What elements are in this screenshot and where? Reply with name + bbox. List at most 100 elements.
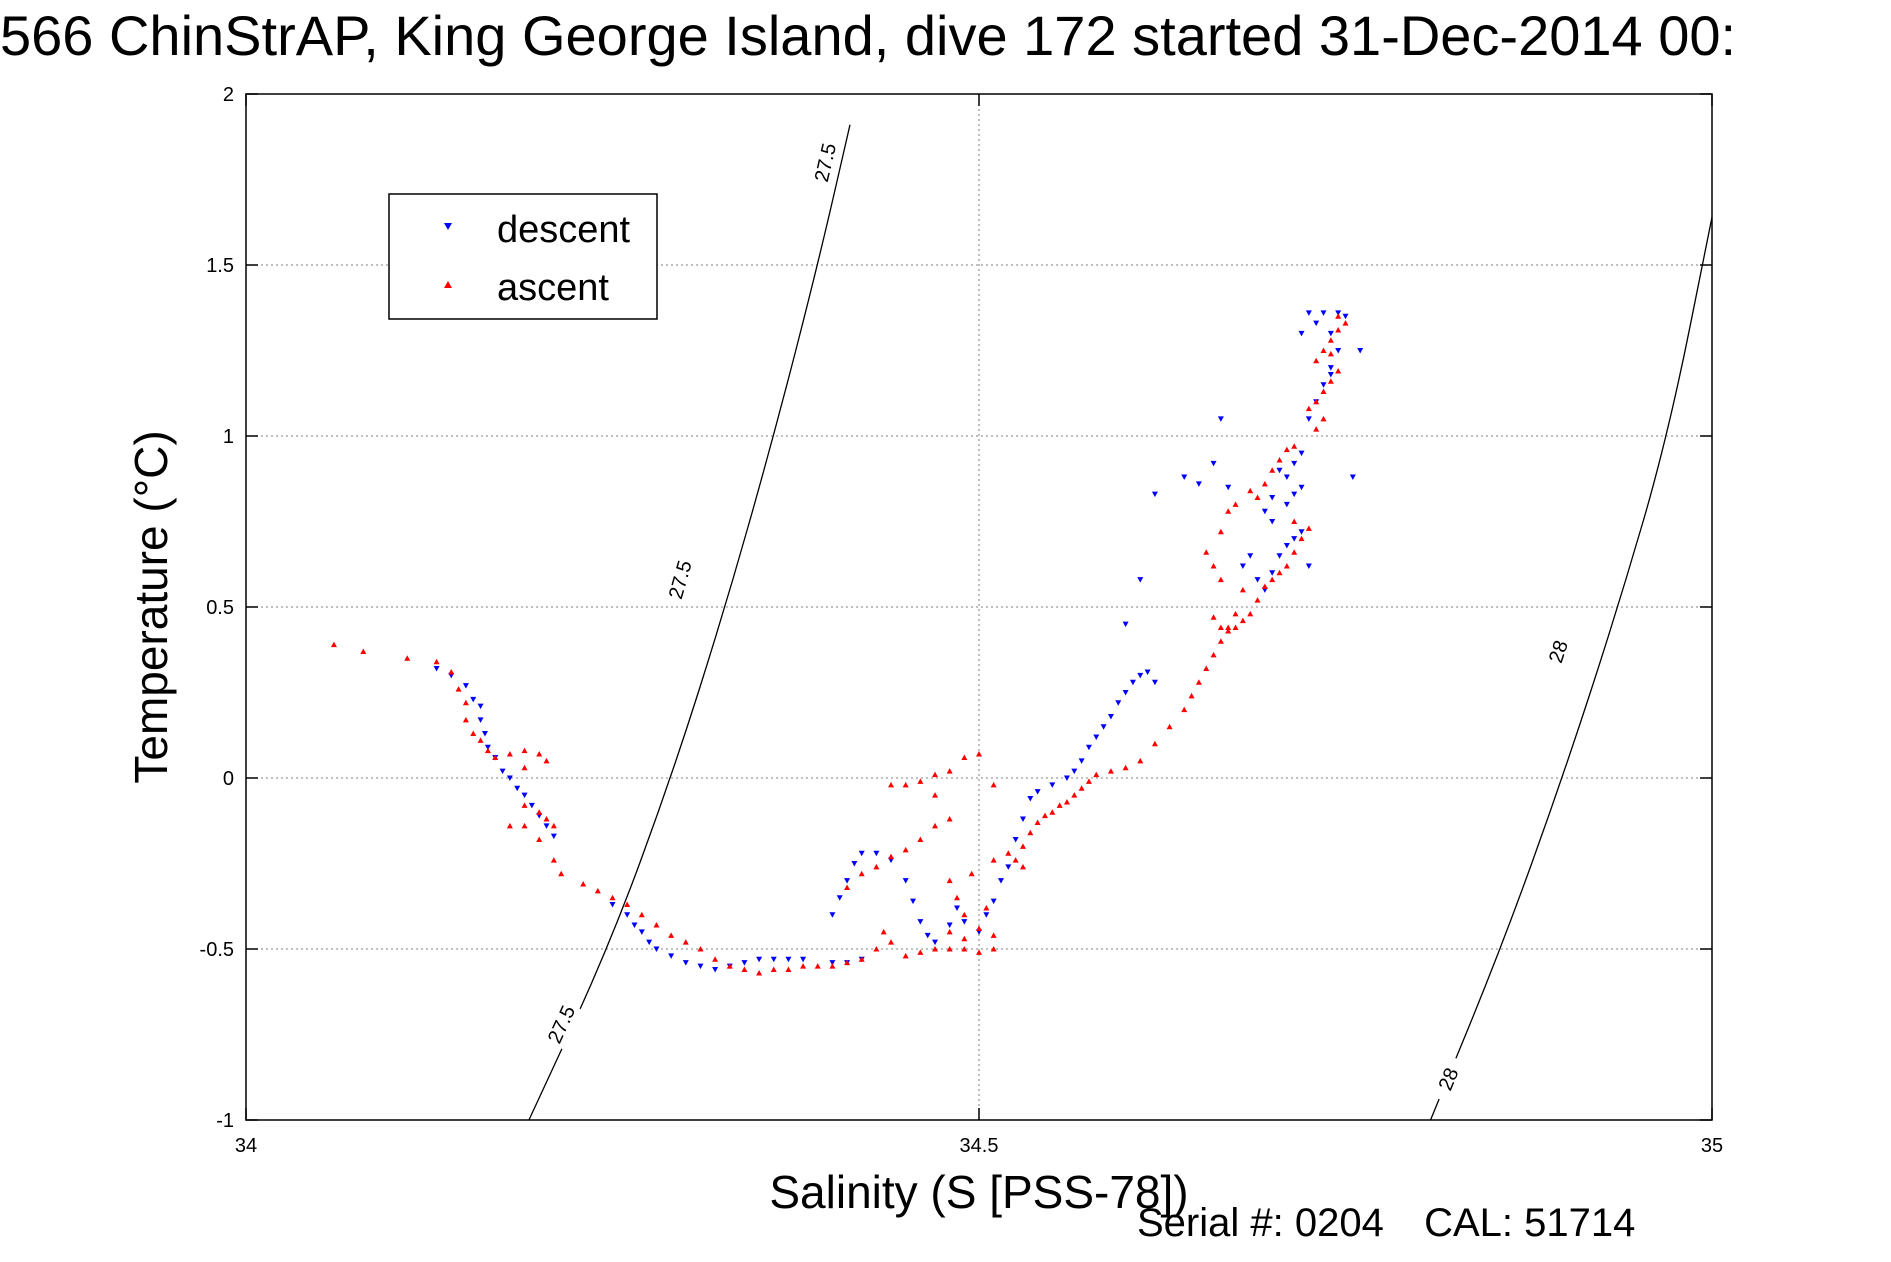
ascent-point — [990, 781, 997, 788]
ascent-point — [1291, 443, 1298, 449]
descent-point — [1129, 679, 1136, 686]
descent-point — [1034, 789, 1041, 795]
descent-point — [800, 956, 807, 963]
descent-point — [433, 666, 440, 672]
descent-point — [1122, 621, 1129, 628]
descent-point — [1071, 768, 1078, 775]
contour-label-bg — [1428, 1054, 1468, 1104]
ascent-point — [1019, 863, 1026, 870]
ascent-point — [462, 699, 469, 706]
descent-point — [1027, 796, 1034, 802]
contour-label: 27.5 — [665, 558, 697, 601]
y-tick-label: 0.5 — [206, 597, 234, 619]
ascent-point — [1012, 857, 1019, 863]
ascent-point — [1056, 802, 1063, 808]
contour-label-bg — [1539, 626, 1577, 677]
descent-point — [1298, 450, 1305, 457]
descent-point — [1261, 508, 1268, 515]
descent-point — [1313, 320, 1320, 327]
descent-point — [961, 919, 968, 925]
descent-point — [910, 898, 917, 905]
descent-point — [785, 956, 792, 963]
descent-point — [1291, 491, 1298, 498]
descent-point — [1276, 467, 1283, 474]
ascent-point — [543, 816, 550, 822]
ascent-point — [902, 952, 909, 959]
ascent-point — [521, 747, 528, 754]
descent-point — [521, 792, 528, 799]
legend: descent ascent — [388, 193, 658, 320]
ascent-point — [550, 857, 557, 863]
ascent-point — [1005, 850, 1012, 856]
ascent-point — [1291, 518, 1298, 524]
ascent-point — [1078, 785, 1085, 791]
ascent-point — [990, 932, 997, 938]
ascent-point — [1217, 638, 1224, 644]
ascent-point — [1225, 508, 1232, 514]
ascent-point — [448, 668, 455, 675]
ascent-point — [1217, 624, 1224, 631]
y-tick-label: -1 — [216, 1110, 234, 1132]
ascent-point — [932, 792, 939, 798]
ascent-point — [1335, 368, 1342, 374]
ascent-point — [976, 751, 982, 757]
ascent-point — [917, 949, 924, 955]
ascent-point — [932, 946, 939, 952]
legend-descent-label: descent — [497, 209, 631, 251]
ascent-point — [550, 822, 557, 829]
ascent-point — [1320, 347, 1327, 353]
ascent-point — [968, 870, 975, 877]
contour-label-bg — [541, 999, 582, 1050]
ascent-point — [756, 969, 763, 976]
ascent-point — [1232, 610, 1239, 617]
y-tick-label: 1.5 — [206, 255, 234, 277]
ascent-point — [506, 751, 513, 757]
ascent-point — [455, 686, 462, 692]
descent-point — [528, 802, 535, 809]
descent-point — [697, 963, 704, 970]
descent-point — [1298, 529, 1305, 535]
descent-point — [1327, 371, 1334, 378]
descent-point — [1305, 563, 1312, 569]
descent-point — [917, 919, 924, 925]
descent-point — [829, 960, 836, 966]
ascent-point — [990, 946, 997, 952]
ascent-point — [536, 751, 543, 757]
x-tick-label: 35 — [1701, 1135, 1723, 1157]
contour-label-bg — [662, 555, 698, 605]
ascent-point — [1019, 843, 1026, 849]
ascent-point — [946, 946, 953, 952]
descent-point — [1005, 864, 1012, 870]
descent-point — [902, 878, 909, 884]
descent-point — [1063, 775, 1070, 781]
ascent-point — [1217, 528, 1224, 535]
y-tick-label: 1 — [223, 426, 234, 448]
descent-point — [484, 744, 491, 751]
descent-point — [1115, 700, 1122, 706]
ascent-point — [1239, 586, 1246, 593]
density-contour-line — [528, 124, 851, 1121]
ascent-point — [814, 963, 821, 969]
grid-lines — [246, 94, 1712, 1120]
ascent-point — [1210, 614, 1217, 620]
ascent-point — [785, 966, 792, 973]
ascent-point — [1261, 480, 1268, 487]
ascent-point — [741, 966, 748, 973]
ascent-point — [543, 757, 550, 764]
descent-point — [756, 956, 763, 963]
ascent-point — [770, 966, 777, 973]
ascent-point — [536, 809, 543, 815]
descent-point — [1217, 416, 1224, 422]
x-axis-label: Salinity (S [PSS-78]) — [769, 1166, 1188, 1218]
ascent-point — [1188, 692, 1195, 699]
ascent-point — [1320, 388, 1327, 395]
descent-point — [1151, 491, 1158, 498]
y-tick-label: 2 — [223, 84, 234, 106]
serial-label: Serial #: — [1137, 1201, 1284, 1245]
descent-point — [631, 922, 638, 929]
ascent-point — [880, 928, 887, 935]
ascent-point — [1342, 320, 1349, 326]
ascent-point — [521, 802, 528, 808]
descent-point — [946, 922, 953, 929]
ascent-point — [433, 658, 440, 665]
